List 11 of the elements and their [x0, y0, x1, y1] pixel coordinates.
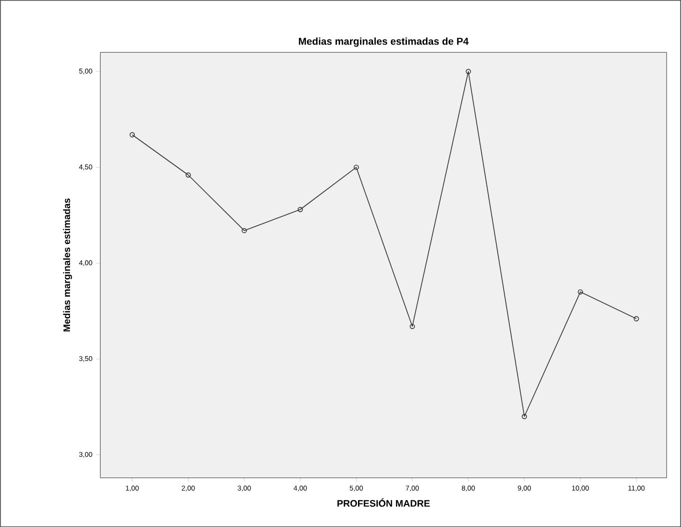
point	[298, 206, 303, 212]
point	[522, 414, 527, 420]
y-axis-title: Medias marginales estimadas	[63, 198, 72, 332]
point	[578, 289, 583, 294]
point	[354, 164, 359, 170]
chart-title: Medias marginales estimadas de P4	[298, 37, 469, 47]
point	[410, 324, 415, 329]
x-axis-title: PROFESIÓN MADRE	[337, 498, 430, 507]
point	[242, 228, 247, 234]
point	[466, 68, 471, 74]
point	[186, 172, 191, 178]
